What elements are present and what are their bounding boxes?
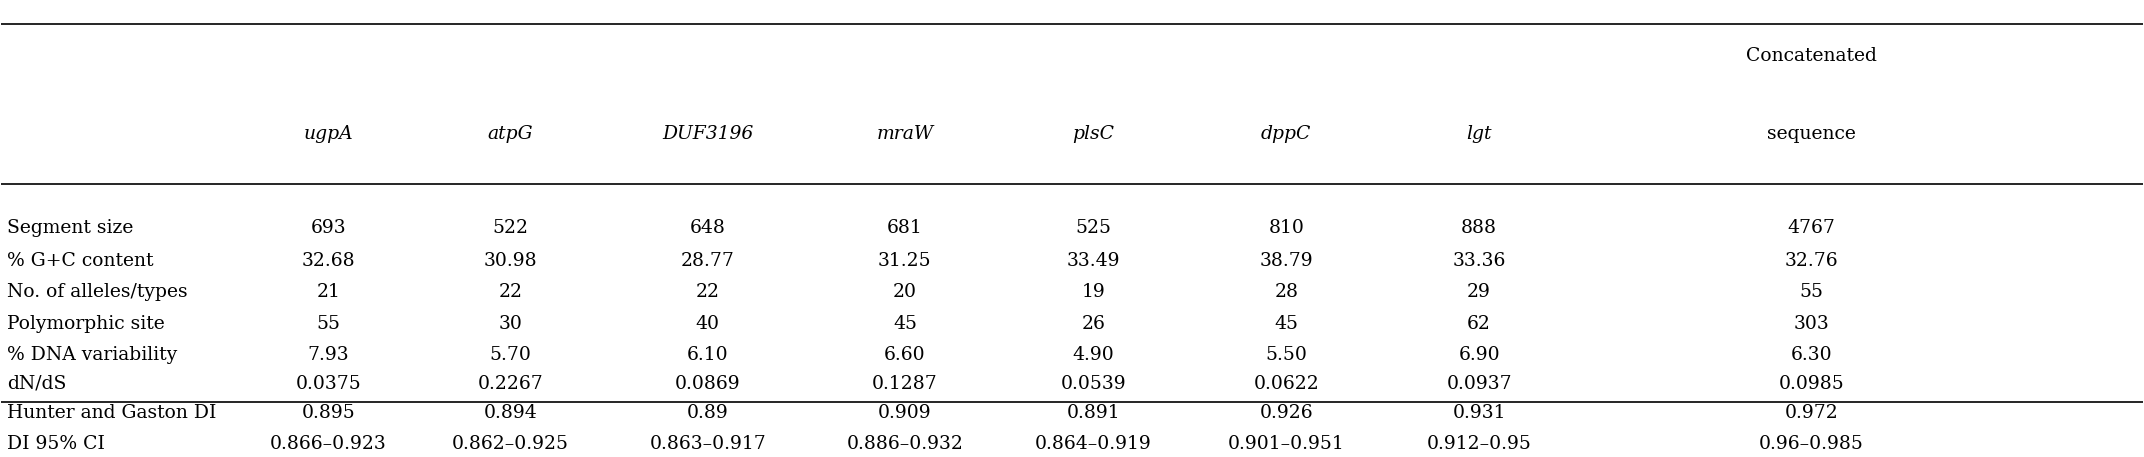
Text: % DNA variability: % DNA variability [6,345,178,364]
Text: % G+C content: % G+C content [6,252,154,270]
Text: 0.0869: 0.0869 [675,375,740,393]
Text: Hunter and Gaston DI: Hunter and Gaston DI [6,404,217,422]
Text: 4767: 4767 [1788,219,1835,237]
Text: Segment size: Segment size [6,219,133,237]
Text: No. of alleles/types: No. of alleles/types [6,283,189,301]
Text: sequence: sequence [1767,125,1857,143]
Text: 6.30: 6.30 [1790,345,1831,364]
Text: 32.68: 32.68 [302,252,356,270]
Text: 28.77: 28.77 [682,252,735,270]
Text: dN/dS: dN/dS [6,375,66,393]
Text: 31.25: 31.25 [879,252,933,270]
Text: DI 95% CI: DI 95% CI [6,436,105,453]
Text: 0.862–0.925: 0.862–0.925 [452,436,568,453]
Text: 0.926: 0.926 [1259,404,1312,422]
Text: 0.866–0.923: 0.866–0.923 [270,436,386,453]
Text: 6.10: 6.10 [686,345,729,364]
Text: 26: 26 [1081,314,1106,333]
Text: 810: 810 [1269,219,1304,237]
Text: 522: 522 [493,219,530,237]
Text: 38.79: 38.79 [1259,252,1312,270]
Text: 0.0985: 0.0985 [1777,375,1844,393]
Text: 0.886–0.932: 0.886–0.932 [847,436,963,453]
Text: Concatenated: Concatenated [1745,48,1876,65]
Text: 33.36: 33.36 [1451,252,1505,270]
Text: 0.0937: 0.0937 [1447,375,1512,393]
Text: 21: 21 [317,283,341,301]
Text: 30: 30 [500,314,523,333]
Text: 55: 55 [1799,283,1822,301]
Text: ugpA: ugpA [304,125,354,143]
Text: 5.70: 5.70 [489,345,532,364]
Text: 0.972: 0.972 [1784,404,1837,422]
Text: 0.864–0.919: 0.864–0.919 [1036,436,1151,453]
Text: 22: 22 [500,283,523,301]
Text: 0.891: 0.891 [1066,404,1119,422]
Text: 20: 20 [892,283,918,301]
Text: 0.895: 0.895 [302,404,356,422]
Text: 888: 888 [1460,219,1497,237]
Text: 0.0622: 0.0622 [1254,375,1319,393]
Text: plsC: plsC [1072,125,1115,143]
Text: 6.90: 6.90 [1458,345,1501,364]
Text: 681: 681 [888,219,922,237]
Text: 62: 62 [1466,314,1490,333]
Text: mraW: mraW [877,125,933,143]
Text: 5.50: 5.50 [1265,345,1308,364]
Text: 0.901–0.951: 0.901–0.951 [1229,436,1344,453]
Text: 0.96–0.985: 0.96–0.985 [1758,436,1863,453]
Text: 4.90: 4.90 [1072,345,1115,364]
Text: 525: 525 [1076,219,1111,237]
Text: 29: 29 [1466,283,1490,301]
Text: 648: 648 [690,219,725,237]
Text: 6.60: 6.60 [883,345,926,364]
Text: 0.89: 0.89 [686,404,729,422]
Text: 33.49: 33.49 [1068,252,1119,270]
Text: 0.2267: 0.2267 [478,375,545,393]
Text: 32.76: 32.76 [1784,252,1837,270]
Text: 22: 22 [697,283,720,301]
Text: Polymorphic site: Polymorphic site [6,314,165,333]
Text: 0.0375: 0.0375 [296,375,362,393]
Text: 693: 693 [311,219,347,237]
Text: dppC: dppC [1261,125,1312,143]
Text: 0.894: 0.894 [485,404,538,422]
Text: 0.931: 0.931 [1451,404,1505,422]
Text: 45: 45 [1274,314,1299,333]
Text: 30.98: 30.98 [485,252,538,270]
Text: DUF3196: DUF3196 [662,125,753,143]
Text: 19: 19 [1081,283,1106,301]
Text: 0.0539: 0.0539 [1061,375,1126,393]
Text: 7.93: 7.93 [309,345,349,364]
Text: 303: 303 [1792,314,1829,333]
Text: 40: 40 [697,314,720,333]
Text: 0.909: 0.909 [879,404,933,422]
Text: 28: 28 [1274,283,1299,301]
Text: atpG: atpG [489,125,534,143]
Text: 0.1287: 0.1287 [873,375,937,393]
Text: 55: 55 [317,314,341,333]
Text: 45: 45 [892,314,918,333]
Text: lgt: lgt [1466,125,1492,143]
Text: 0.863–0.917: 0.863–0.917 [650,436,765,453]
Text: 0.912–0.95: 0.912–0.95 [1426,436,1531,453]
